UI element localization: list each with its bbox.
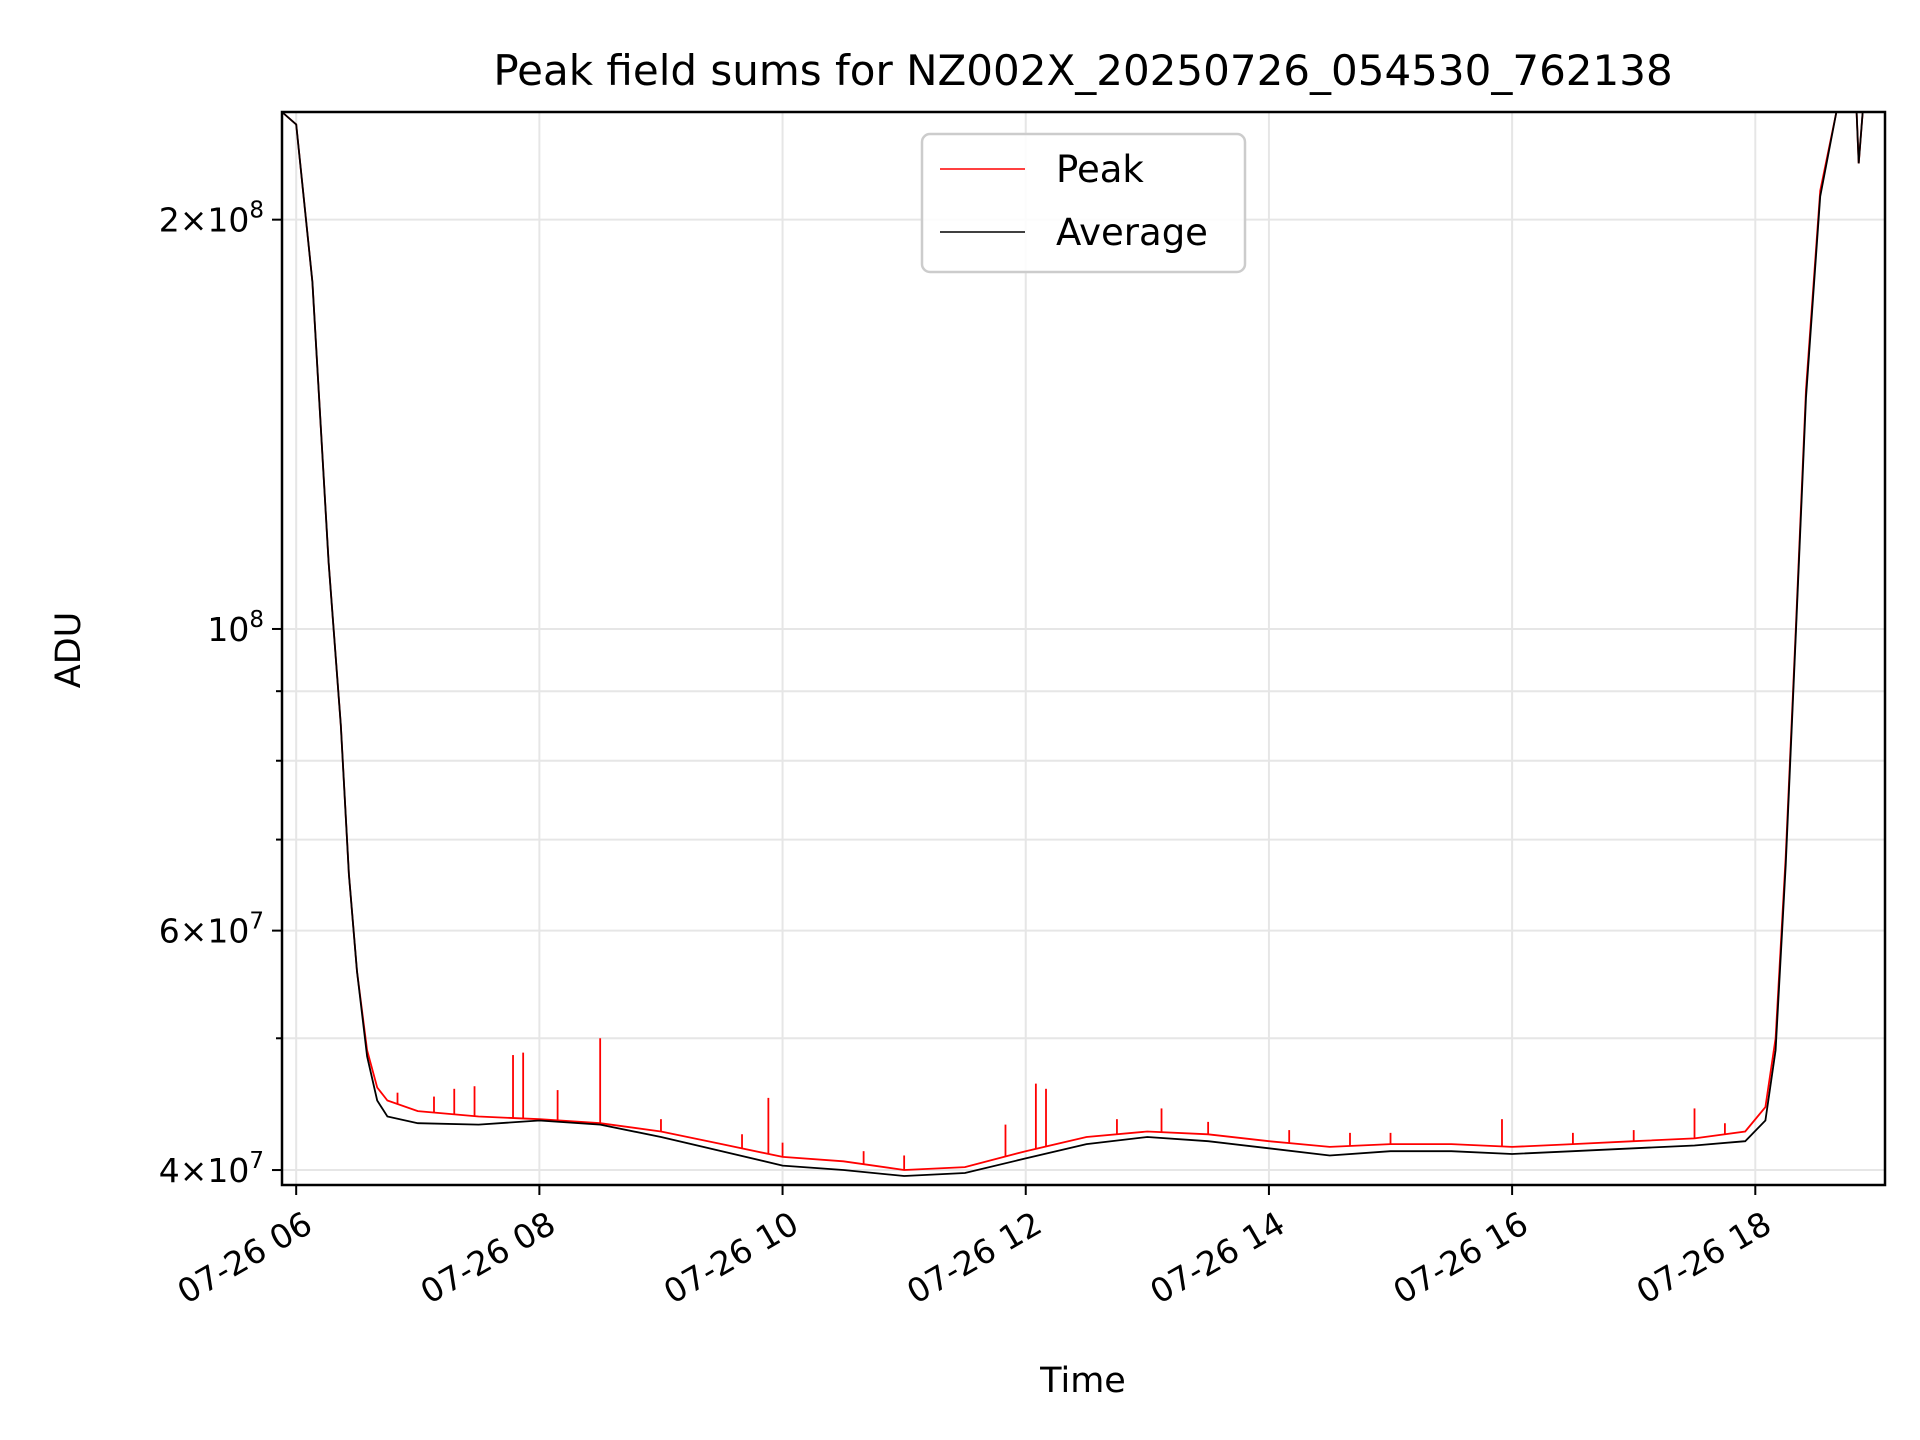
legend-label-average: Average xyxy=(1056,211,1208,254)
y-tick-label: 108 xyxy=(207,607,264,649)
chart-title: Peak field sums for NZ002X_20250726_0545… xyxy=(493,46,1672,95)
legend: Peak Average xyxy=(920,132,1247,274)
y-tick-label: 2×108 xyxy=(159,198,264,240)
plot-frame xyxy=(280,110,1887,1187)
series-line-average xyxy=(281,111,1885,1177)
x-axis-label: Time xyxy=(1039,1361,1126,1401)
y-tick-label: 6×107 xyxy=(159,909,264,951)
y-axis: 4×107 6×107 108 2×108 xyxy=(159,198,282,1190)
series-layer xyxy=(281,111,1885,1177)
legend-label-peak: Peak xyxy=(1056,148,1144,191)
y-axis-label: ADU xyxy=(49,612,89,689)
y-tick-label: 4×107 xyxy=(159,1148,264,1190)
